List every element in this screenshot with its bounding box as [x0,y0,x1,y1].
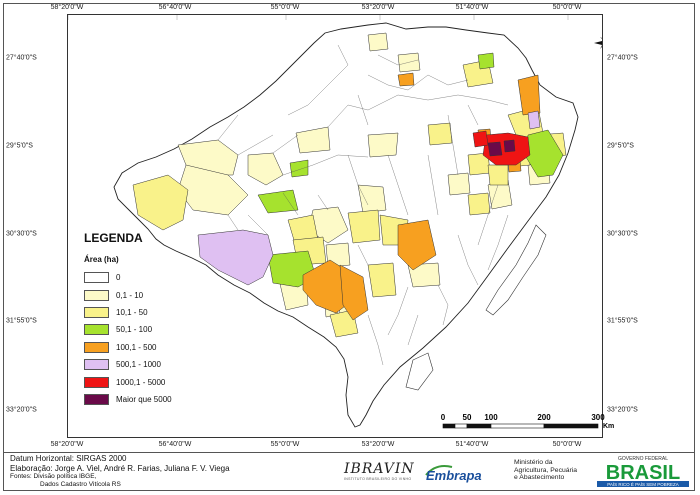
footer: Datum Horizontal: SIRGAS 2000 Elaboração… [4,452,694,491]
legend-label: 50,1 - 100 [116,325,153,335]
scale-unit: Km [603,423,614,430]
lon-label-bottom: 56°40'0"W [158,441,192,448]
ministerio-line-1: Ministério da [514,459,553,466]
legend-item: 100,1 - 500 [84,339,204,356]
lat-label-right: 29°5'0"S [607,142,634,150]
legend-swatch [84,306,109,318]
lat-label-right: 31°55'0"S [607,317,638,325]
lon-label-top: 55°0'0"W [270,4,300,11]
datum-text: Datum Horizontal: SIRGAS 2000 [10,454,127,463]
lon-label-top: 50°0'0"W [552,4,582,11]
legend-subtitle: Área (ha) [84,255,119,264]
map-frame: N [67,14,618,438]
lat-label-right: 30°30'0"S [607,230,638,238]
legend-item: 50,1 - 100 [84,321,204,338]
ministerio-text: Ministério da Agricultura, Pecuária e Ab… [514,459,577,482]
lon-label-top: 58°20'0"W [50,4,84,11]
fontes-text: Fontes: Divisão política IBGE, [10,473,97,480]
legend-item: 1000,1 - 5000 [84,373,204,390]
embrapa-logo: Embrapa [424,463,486,488]
ministerio-line-3: e Abastecimento [514,474,565,481]
legend-swatch [84,393,109,405]
lat-label-left: 33°20'0"S [6,406,37,414]
lagoa-dos-patos [485,224,547,316]
legend-swatch [84,324,109,336]
legend-item: 500,1 - 1000 [84,356,204,373]
lat-label-left: 30°30'0"S [6,230,37,238]
fontes-text-2: Dados Cadastro Vitícola RS [40,481,121,488]
legend-item: 10,1 - 50 [84,304,204,321]
legend-item: 0 [84,269,204,286]
elaboracao-text: Elaboração: Jorge A. Viel, André R. Fari… [10,463,230,473]
legend-swatch [84,359,109,371]
legend-title: LEGENDA [84,231,143,245]
legend-swatch [84,376,109,388]
legend-swatch [84,289,109,301]
lat-label-left: 31°55'0"S [6,317,37,325]
scale-tick-200: 200 [537,413,551,422]
legend-swatch [84,341,109,353]
north-arrow-icon [594,31,618,55]
ibravin-wordmark: IBRAVIN [344,461,415,477]
brasil-wordmark: BRASIL [606,462,680,484]
scale-tick-100: 100 [484,413,498,422]
legend: LEGENDA Área (ha) 0 0,1 - 10 10,1 - 50 50,1… [84,231,204,408]
state-map: N [67,15,618,428]
outer-frame [3,3,695,491]
legend-label: 0,1 - 10 [116,290,144,300]
lon-label-bottom: 58°20'0"W [50,441,84,448]
legend-label: 100,1 - 500 [116,342,157,352]
ministerio-line-2: Agricultura, Pecuária [514,466,578,474]
lat-label-right: 27°40'0"S [607,54,638,62]
lon-label-top: 51°40'0"W [455,4,489,11]
lagoa-mirim [405,352,434,391]
legend-swatch [84,272,109,284]
slogan-text: PAÍS RICO É PAÍS SEM POBREZA [607,481,679,487]
ibravin-subtext: INSTITUTO BRASILEIRO DO VINHO [344,477,412,481]
scale-tick-0: 0 [441,413,446,422]
lon-label-bottom: 53°20'0"W [361,441,395,448]
lon-label-top: 53°20'0"W [361,4,395,11]
legend-label: 10,1 - 50 [116,307,148,317]
scale-bar: 0 50 100 200 300 Km [440,410,620,437]
legend-item: Maior que 5000 [84,391,204,408]
lat-label-right: 33°20'0"S [607,406,638,414]
credits: Datum Horizontal: SIRGAS 2000 Elaboração… [10,454,230,489]
lon-label-bottom: 55°0'0"W [270,441,300,448]
legend-item: 0,1 - 10 [84,286,204,303]
legend-label: 0 [116,273,121,283]
legend-label: 1000,1 - 5000 [116,377,166,387]
legend-items: 0 0,1 - 10 10,1 - 50 50,1 - 100 100,1 - 500 5… [84,269,204,408]
lat-label-left: 27°40'0"S [6,54,37,62]
lon-label-bottom: 50°0'0"W [552,441,582,448]
embrapa-wordmark: Embrapa [426,468,482,483]
legend-label: 500,1 - 1000 [116,360,161,370]
ibravin-logo: IBRAVIN INSTITUTO BRASILEIRO DO VINHO [344,461,415,481]
governo-federal-logo: GOVERNO FEDERAL BRASIL PAÍS RICO É PAÍS … [591,454,691,489]
scale-tick-300: 300 [591,413,605,422]
lon-label-top: 56°40'0"W [158,4,192,11]
scale-tick-50: 50 [463,413,472,422]
legend-label: Maior que 5000 [116,394,172,404]
governo-federal-text: GOVERNO FEDERAL [618,456,668,462]
lon-label-bottom: 51°40'0"W [455,441,489,448]
lat-label-left: 29°5'0"S [6,142,33,150]
